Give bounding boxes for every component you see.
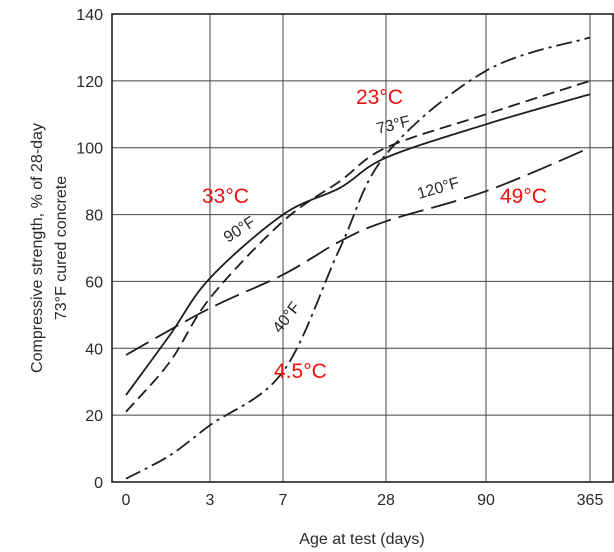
y-axis-label-line1: Compressive strength, % of 28-day (29, 123, 46, 373)
x-tick-label: 28 (377, 492, 395, 509)
annotation-33c: 33°C (202, 185, 249, 208)
curve-label-120f: 120°F (415, 175, 461, 203)
series-line-0 (125, 80, 591, 413)
curve-label-73f: 73°F (375, 113, 412, 138)
x-tick-labels: 0 3 7 28 90 365 (122, 492, 604, 509)
grid-lines (112, 13, 613, 483)
series-line-3 (125, 36, 591, 480)
plot-frame (111, 13, 614, 483)
series-layer (125, 36, 591, 480)
x-tick-label: 7 (279, 492, 288, 509)
y-tick-label: 140 (76, 7, 103, 24)
y-tick-label: 20 (85, 408, 103, 425)
x-axis-label: Age at test (days) (299, 531, 424, 548)
y-tick-label: 60 (85, 274, 103, 291)
y-tick-labels: 0 20 40 60 80 100 120 140 (76, 7, 103, 492)
curve-label-90f: 90°F (221, 213, 259, 246)
y-tick-label: 0 (94, 475, 103, 492)
y-tick-label: 80 (85, 208, 103, 225)
y-tick-label: 40 (85, 341, 103, 358)
series-line-1 (125, 93, 591, 396)
y-tick-label: 120 (76, 74, 103, 91)
x-tick-label: 3 (206, 492, 215, 509)
x-tick-label: 90 (477, 492, 495, 509)
x-tick-label: 365 (577, 492, 604, 509)
y-tick-label: 100 (76, 141, 103, 158)
series-line-2 (125, 146, 591, 356)
x-tick-label: 0 (122, 492, 131, 509)
y-axis-label-line2: 73°F cured concrete (53, 176, 70, 320)
annotation-23c: 23°C (356, 86, 403, 109)
curve-label-40f: 40°F (270, 299, 304, 336)
annotation-49c: 49°C (500, 185, 547, 208)
annotation-4-5c: 4.5°C (274, 360, 327, 383)
